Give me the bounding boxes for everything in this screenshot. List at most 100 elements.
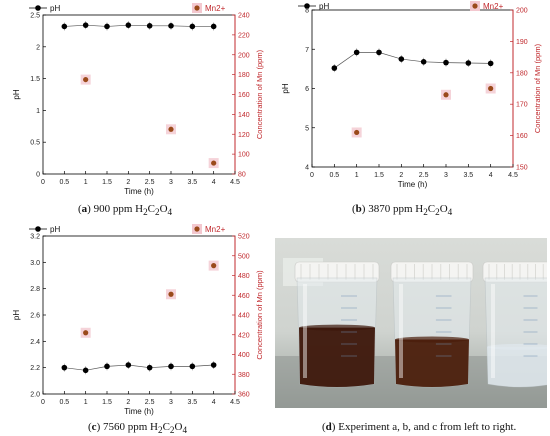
x-axis-title: Time (h) — [398, 180, 428, 189]
y-left-tick-label: 2.8 — [30, 286, 40, 293]
ph-point — [82, 367, 89, 374]
caption-b: (b) 3870 ppm H2C2O4 — [352, 203, 453, 218]
ph-point — [398, 56, 405, 62]
x-tick-label: 2.5 — [145, 399, 155, 406]
ph-point — [146, 364, 153, 371]
y-left-tick-label: 2.4 — [30, 339, 40, 346]
x-tick-label: 4 — [212, 179, 216, 186]
beaker — [390, 261, 474, 388]
y-right-tick-label: 240 — [238, 13, 250, 20]
y-right-tick-label: 220 — [238, 32, 250, 39]
beaker — [294, 261, 380, 388]
x-tick-label: 3.5 — [187, 399, 197, 406]
mn-point — [443, 92, 449, 98]
beaker-liquid — [395, 339, 469, 387]
ph-point — [189, 23, 196, 30]
chart-panel-a: 0 0.5 1 1.5 2 2.5 3 3.5 4 4.5 0 0.5 1 1.5 2 2.5 80 100 120… — [12, 3, 264, 196]
x-tick-label: 4 — [212, 399, 216, 406]
y-right-tick-label: 120 — [238, 132, 250, 139]
glass-highlight — [491, 284, 495, 378]
caption-a-text: 900 ppm H2C2O4 — [93, 203, 173, 218]
y-right-tick-label: 180 — [238, 72, 250, 79]
x-tick-label: 1.5 — [102, 399, 112, 406]
ph-point — [331, 65, 338, 71]
legend-ph-marker — [35, 5, 41, 11]
ph-point — [125, 362, 132, 368]
plot-frame — [42, 14, 236, 175]
plot-frame — [42, 235, 236, 395]
experiment-photo — [275, 238, 547, 408]
caption-c: (c) 7560 ppm H2C2O4 — [88, 421, 188, 436]
y-left-tick-label: 0 — [36, 172, 40, 179]
y-left-tick-label: 2.0 — [30, 392, 40, 399]
x-tick-label: 1.5 — [102, 179, 112, 186]
caption-d: (d) Experiment a, b, and c from left to … — [322, 421, 517, 433]
mn-point — [168, 291, 174, 297]
y-left-tick-label: 1 — [36, 108, 40, 115]
y-right-axis-title: Concentration of Mn (ppm) — [533, 43, 542, 133]
x-tick-label: 2.5 — [419, 172, 429, 179]
x-tick-label: 0 — [41, 179, 45, 186]
x-tick-label: 2.5 — [145, 179, 155, 186]
legend-ph-marker — [35, 226, 41, 232]
y-right-tick-label: 380 — [238, 372, 250, 379]
y-right-tick-label: 460 — [238, 293, 250, 300]
x-axis-title: Time (h) — [124, 407, 154, 416]
y-left-tick-label: 6 — [305, 86, 309, 93]
x-axis-title: Time (h) — [124, 187, 154, 196]
y-left-tick-label: 3.2 — [30, 234, 40, 241]
mn-point — [83, 330, 89, 336]
caption-a: (a) 900 ppm H2C2O4 — [78, 203, 173, 218]
ph-point — [487, 60, 494, 67]
legend-mn-label: Mn2+ — [205, 225, 226, 234]
plot-frame — [311, 9, 514, 168]
y-left-tick-label: 5 — [305, 125, 309, 132]
ph-point — [104, 23, 110, 30]
beaker-liquid — [299, 327, 375, 387]
ph-series-line — [334, 52, 491, 69]
ph-point — [443, 59, 449, 66]
ph-point — [210, 23, 217, 30]
y-right-tick-label: 500 — [238, 253, 250, 260]
y-left-axis-title: pH — [281, 83, 290, 93]
x-tick-label: 1 — [84, 179, 88, 186]
legend-mn-label: Mn2+ — [205, 4, 226, 13]
y-left-tick-label: 0.5 — [30, 140, 40, 147]
y-right-tick-label: 400 — [238, 352, 250, 359]
legend-mn-marker — [194, 226, 200, 232]
x-tick-label: 4 — [489, 172, 493, 179]
x-tick-label: 1 — [84, 399, 88, 406]
ph-point — [146, 23, 153, 29]
legend-ph-label: pH — [50, 4, 60, 13]
glass-highlight — [399, 284, 403, 378]
x-tick-label: 3 — [444, 172, 448, 179]
y-left-tick-label: 7 — [305, 47, 309, 54]
y-right-tick-label: 140 — [238, 112, 250, 119]
mn-point — [211, 263, 217, 269]
mn-point — [488, 85, 494, 92]
ph-point — [61, 23, 68, 30]
x-tick-label: 4.5 — [508, 172, 518, 179]
y-left-tick-label: 2.5 — [30, 13, 40, 20]
liquid-surface — [299, 324, 375, 331]
x-tick-label: 0 — [310, 172, 314, 179]
x-tick-label: 1 — [355, 172, 359, 179]
y-left-tick-label: 3.0 — [30, 260, 40, 267]
ph-point — [189, 363, 196, 370]
x-tick-label: 3.5 — [463, 172, 473, 179]
y-right-tick-label: 200 — [238, 52, 250, 59]
ph-point — [61, 364, 68, 371]
y-left-tick-label: 4 — [305, 165, 309, 172]
x-tick-label: 1.5 — [374, 172, 384, 179]
y-right-tick-label: 160 — [238, 92, 250, 99]
y-right-tick-label: 80 — [238, 172, 246, 179]
legend-ph-label: pH — [319, 2, 329, 11]
x-tick-label: 2 — [126, 179, 130, 186]
ph-point — [420, 59, 427, 65]
ph-point — [125, 22, 132, 28]
x-tick-label: 0.5 — [59, 179, 69, 186]
y-right-tick-label: 420 — [238, 332, 250, 339]
glass-highlight — [303, 284, 307, 378]
y-right-tick-label: 180 — [516, 70, 528, 77]
legend-ph-label: pH — [50, 225, 60, 234]
